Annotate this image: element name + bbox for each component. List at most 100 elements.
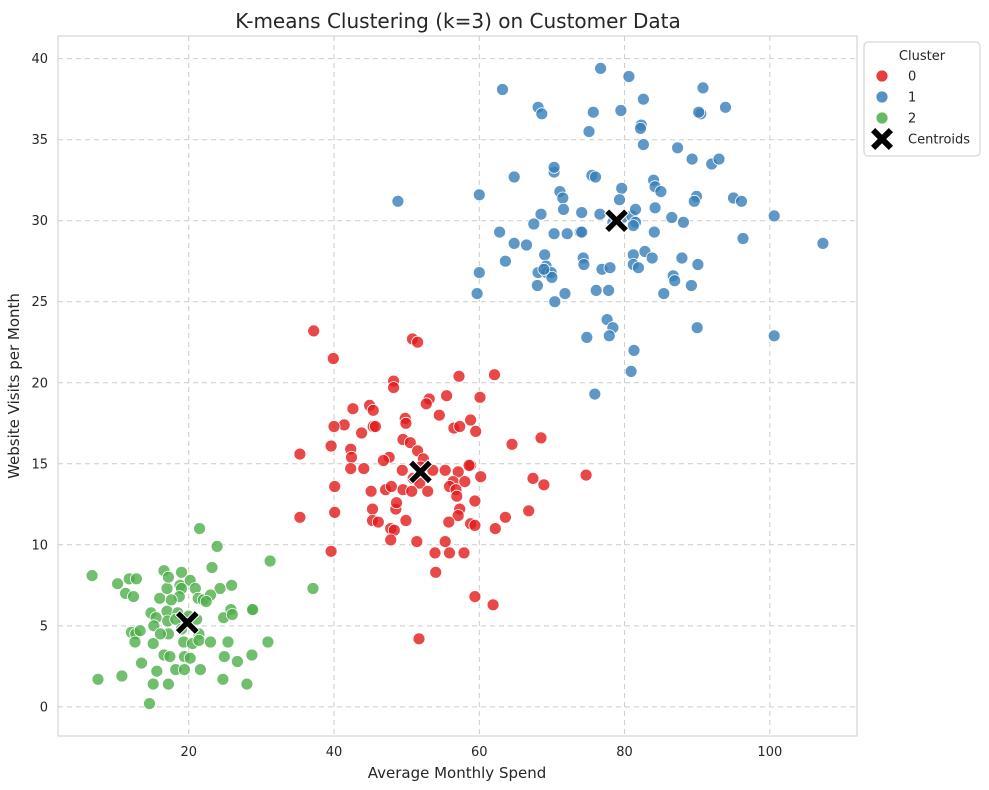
data-point [575, 225, 589, 239]
data-point [690, 321, 704, 335]
data-point [443, 546, 456, 560]
data-point [150, 664, 164, 678]
data-point [127, 590, 140, 603]
data-point [535, 107, 549, 121]
legend-marker-centroids [871, 128, 893, 150]
data-point [627, 343, 641, 357]
data-point [671, 141, 684, 155]
data-point [438, 463, 452, 477]
data-point [230, 655, 244, 668]
data-point [263, 554, 277, 568]
data-point [579, 468, 593, 482]
data-point [199, 595, 213, 608]
data-point [412, 632, 426, 646]
data-point [626, 219, 640, 233]
data-point [534, 431, 548, 445]
data-point [183, 651, 197, 665]
x-tick-label: 40 [326, 745, 343, 760]
data-point [527, 217, 541, 231]
data-point [324, 544, 338, 558]
data-point [240, 677, 254, 691]
data-point [225, 608, 239, 621]
y-axis-label: Website Visits per Month [5, 293, 23, 479]
data-point [507, 170, 521, 184]
data-point [767, 329, 781, 343]
data-point [692, 105, 706, 119]
data-point [432, 408, 446, 422]
y-tick-label: 0 [40, 700, 48, 715]
data-point [192, 634, 206, 647]
data-point [736, 232, 750, 245]
legend-marker-0 [875, 69, 889, 83]
data-point [346, 402, 360, 416]
data-point [160, 582, 174, 595]
data-point [366, 502, 379, 516]
data-points [85, 62, 830, 710]
data-point [767, 209, 781, 223]
data-point [654, 185, 668, 199]
data-point [293, 447, 307, 461]
data-point [193, 663, 207, 676]
data-point [390, 496, 403, 510]
data-point [345, 450, 358, 464]
data-point [556, 191, 570, 205]
data-point [712, 152, 726, 166]
x-tick-label: 100 [757, 745, 782, 760]
data-point [473, 390, 487, 404]
data-point [368, 420, 382, 433]
data-point [328, 480, 342, 493]
data-point [520, 238, 533, 252]
data-point [111, 577, 124, 591]
data-point [129, 572, 143, 586]
data-point [213, 582, 227, 595]
data-point [91, 672, 105, 686]
data-point [613, 193, 626, 207]
data-point [328, 506, 342, 519]
y-tick-label: 30 [31, 214, 48, 229]
legend-box [863, 41, 981, 157]
data-point [133, 624, 147, 638]
data-point [442, 515, 456, 529]
data-point [177, 663, 191, 676]
data-point [438, 535, 452, 548]
data-point [245, 648, 259, 662]
x-tick-label: 20 [180, 745, 197, 760]
y-tick-label: 20 [31, 376, 48, 391]
data-point [547, 160, 561, 174]
tick-labels: 20 40 60 80 100 0 5 10 15 20 25 30 35 40 [31, 52, 782, 760]
data-point [629, 202, 642, 216]
data-point [507, 236, 521, 250]
data-point [580, 330, 594, 344]
data-point [428, 546, 442, 560]
legend-marker-2 [875, 111, 889, 125]
data-point [593, 207, 607, 221]
data-point [496, 83, 509, 96]
data-point [531, 279, 544, 292]
data-point [687, 194, 701, 208]
data-point [498, 254, 512, 268]
data-point [632, 261, 645, 275]
data-point [594, 62, 607, 75]
data-point [161, 677, 175, 691]
x-axis-label: Average Monthly Spend [368, 764, 547, 782]
data-point [376, 454, 390, 467]
data-point [384, 533, 398, 547]
data-point [557, 202, 570, 216]
data-point [685, 279, 698, 292]
y-tick-label: 35 [31, 133, 48, 148]
legend: Cluster 0 1 2 Centroids [863, 41, 981, 157]
data-point [645, 251, 659, 265]
data-point [648, 201, 662, 215]
data-point [469, 424, 483, 438]
data-point [677, 215, 690, 229]
data-point [146, 677, 160, 691]
data-point [505, 437, 519, 451]
chart-title: K-means Clustering (k=3) on Customer Dat… [235, 9, 681, 33]
data-point [344, 462, 358, 476]
data-point [472, 266, 486, 280]
data-point [452, 369, 466, 383]
data-point [216, 672, 230, 686]
data-point [410, 535, 424, 548]
data-point [468, 494, 482, 508]
